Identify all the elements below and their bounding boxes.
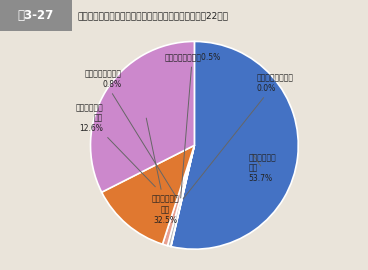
Text: 違法競走型・少年
0.8%: 違法競走型・少年 0.8% xyxy=(85,69,177,198)
Wedge shape xyxy=(171,41,298,249)
Text: 共同危険型・
成人
32.5%: 共同危険型・ 成人 32.5% xyxy=(146,118,179,225)
Text: 共同危険型・
少年
53.7%: 共同危険型・ 少年 53.7% xyxy=(248,153,276,183)
Text: 共同危険型・不明0.5%: 共同危険型・不明0.5% xyxy=(164,53,220,198)
Text: 図3-27: 図3-27 xyxy=(18,9,54,22)
Text: 違法競走型・
成人
12.6%: 違法競走型・ 成人 12.6% xyxy=(75,103,155,187)
Wedge shape xyxy=(91,41,194,192)
Wedge shape xyxy=(171,145,194,247)
Text: 違法競走型・不明
0.0%: 違法競走型・不明 0.0% xyxy=(183,73,294,199)
Text: 共同危険型・違法競走型別暴走族構成員の状況（平成22年）: 共同危険型・違法競走型別暴走族構成員の状況（平成22年） xyxy=(77,11,228,20)
Wedge shape xyxy=(102,145,194,244)
Wedge shape xyxy=(163,145,194,246)
Wedge shape xyxy=(167,145,194,247)
Bar xyxy=(0,0,72,31)
